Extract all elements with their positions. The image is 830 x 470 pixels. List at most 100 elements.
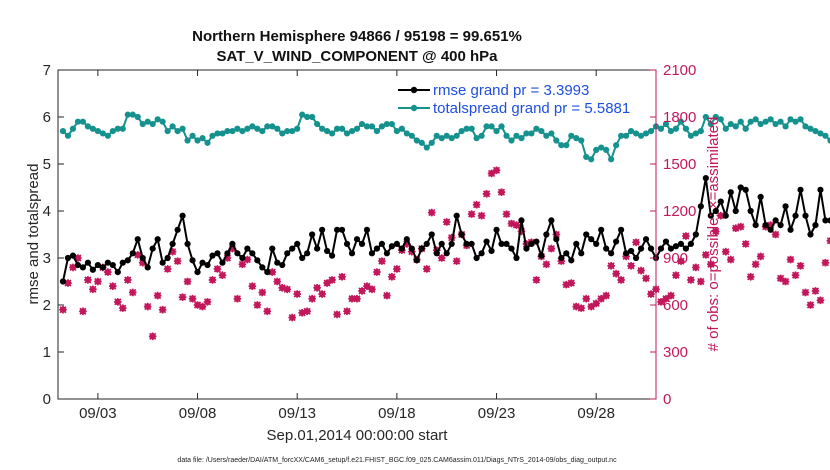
obs-assimilated-point bbox=[193, 301, 202, 309]
obs-assimilated-point bbox=[293, 290, 301, 298]
rmse-point bbox=[433, 250, 440, 257]
totalspread-point bbox=[383, 120, 390, 128]
rmse-point bbox=[184, 240, 191, 247]
rmse-point bbox=[333, 226, 341, 233]
rmse-point bbox=[319, 226, 326, 233]
totalspread-point bbox=[64, 132, 72, 139]
obs-assimilated-point bbox=[677, 257, 685, 265]
obs-assimilated-point bbox=[74, 254, 82, 262]
rmse-point bbox=[114, 269, 121, 276]
totalspread-point bbox=[413, 137, 420, 144]
rmse-point bbox=[274, 259, 281, 266]
totalspread-point bbox=[523, 130, 530, 137]
obs-assimilated-point bbox=[712, 227, 720, 236]
rmse-point bbox=[154, 236, 161, 243]
totalspread-point bbox=[603, 146, 610, 153]
rmse-point bbox=[368, 250, 376, 257]
x-tick-label: 09/18 bbox=[378, 405, 416, 422]
obs-assimilated-point bbox=[368, 285, 376, 294]
y-tick-label-right: 900 bbox=[663, 250, 688, 267]
rmse-point bbox=[787, 226, 794, 233]
rmse-point bbox=[174, 226, 181, 233]
rmse-point bbox=[99, 264, 106, 271]
obs-assimilated-point bbox=[746, 273, 755, 281]
totalspread-point bbox=[343, 130, 351, 137]
obs-assimilated-point bbox=[153, 291, 162, 300]
obs-assimilated-point bbox=[672, 271, 680, 280]
rmse-point bbox=[358, 240, 366, 247]
totalspread-point bbox=[493, 128, 500, 135]
obs-assimilated-point bbox=[168, 247, 177, 256]
totalspread-point bbox=[388, 120, 395, 128]
obs-assimilated-point bbox=[64, 279, 72, 287]
obs-assimilated-point bbox=[602, 291, 610, 300]
rmse-point bbox=[513, 254, 520, 262]
obs-assimilated-point bbox=[482, 189, 491, 198]
obs-assimilated-point bbox=[771, 230, 780, 239]
rmse-point bbox=[667, 245, 675, 252]
rmse-point bbox=[772, 217, 779, 224]
rmse-point bbox=[817, 186, 824, 193]
totalspread-point bbox=[792, 118, 799, 125]
totalspread-point bbox=[124, 111, 131, 118]
rmse-point bbox=[478, 250, 485, 257]
rmse-point bbox=[802, 212, 809, 219]
rmse-point bbox=[259, 264, 266, 271]
totalspread-point bbox=[478, 132, 485, 139]
rmse-point bbox=[244, 245, 251, 252]
rmse-point bbox=[627, 247, 635, 255]
obs-assimilated-point bbox=[567, 279, 576, 287]
rmse-point bbox=[483, 238, 490, 245]
totalspread-point bbox=[199, 135, 206, 142]
obs-assimilated-point bbox=[128, 288, 137, 297]
totalspread-point bbox=[174, 128, 181, 135]
totalspread-point bbox=[657, 125, 665, 132]
y-tick-label-left: 7 bbox=[43, 62, 51, 79]
totalspread-point bbox=[378, 123, 386, 130]
totalspread-point bbox=[279, 130, 286, 137]
totalspread-point bbox=[772, 120, 779, 128]
totalspread-point bbox=[543, 132, 550, 139]
rmse-point bbox=[593, 240, 600, 247]
rmse-point bbox=[647, 245, 655, 252]
legend-marker-spread bbox=[410, 104, 418, 112]
obs-assimilated-point bbox=[662, 294, 670, 303]
obs-assimilated-point bbox=[109, 282, 117, 290]
totalspread-point bbox=[797, 116, 804, 123]
rmse-point bbox=[463, 240, 470, 247]
axis-layer: 09/03 09/08 09/13 09/18 09/23 09/28 0 1 2 3 4 5 6 7 0 3… bbox=[43, 62, 697, 422]
obs-assimilated-point bbox=[69, 263, 77, 272]
rmse-point bbox=[707, 212, 714, 219]
rmse-point bbox=[373, 245, 381, 252]
obs-assimilated-point bbox=[467, 210, 476, 218]
rmse-point bbox=[69, 252, 77, 259]
rmse-point bbox=[209, 252, 216, 259]
totalspread-point bbox=[498, 123, 505, 130]
rmse-point bbox=[737, 184, 744, 191]
totalspread-point bbox=[613, 142, 620, 149]
obs-assimilated-point bbox=[188, 294, 197, 303]
rmse-point bbox=[144, 264, 151, 271]
totalspread-point bbox=[777, 118, 784, 125]
rmse-point bbox=[84, 259, 91, 266]
totalspread-point bbox=[647, 128, 655, 135]
rmse-point bbox=[353, 236, 361, 243]
totalspread-point bbox=[672, 125, 680, 132]
totalspread-point bbox=[119, 125, 126, 132]
totalspread-point bbox=[239, 128, 246, 135]
totalspread-point bbox=[99, 130, 106, 137]
totalspread-point bbox=[588, 156, 595, 163]
y-tick-label-right: 2100 bbox=[663, 62, 696, 79]
rmse-point bbox=[363, 226, 371, 233]
rmse-point bbox=[398, 245, 405, 252]
totalspread-point bbox=[727, 120, 734, 128]
totalspread-point bbox=[533, 125, 540, 132]
obs-assimilated-point bbox=[642, 274, 650, 283]
rmse-point bbox=[722, 212, 729, 219]
totalspread-point bbox=[94, 128, 101, 135]
obs-assimilated-point bbox=[358, 287, 366, 295]
totalspread-point bbox=[518, 135, 525, 142]
totalspread-point bbox=[677, 118, 685, 125]
totalspread-point bbox=[448, 135, 455, 142]
rmse-point bbox=[642, 236, 650, 243]
